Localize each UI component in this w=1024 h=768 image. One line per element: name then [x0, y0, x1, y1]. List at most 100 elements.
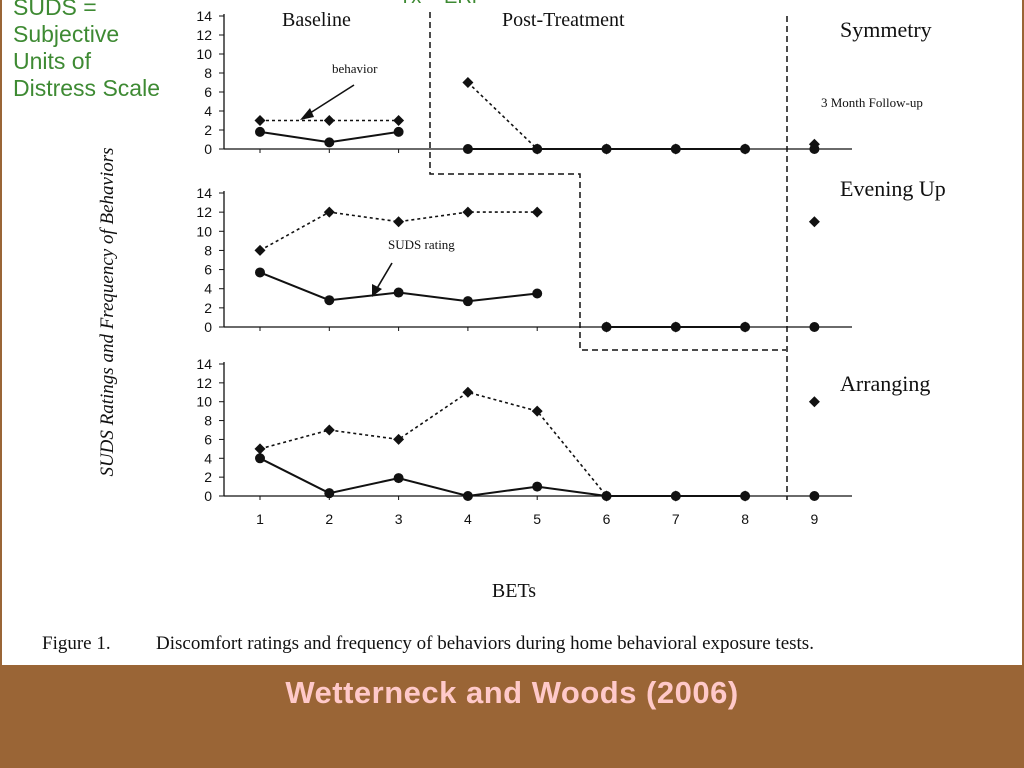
suds-series-line	[259, 457, 746, 498]
suds-point	[462, 296, 473, 307]
behavior-point	[323, 206, 335, 218]
x-tick-label: 3	[395, 511, 403, 527]
annotation-arrow	[375, 262, 393, 291]
behavior-point	[531, 405, 543, 417]
y-tick-label: 14	[196, 356, 212, 372]
suds-point	[601, 144, 612, 154]
y-tick-label: 8	[204, 242, 212, 258]
y-tick-label: 6	[204, 262, 212, 278]
y-tick-label: 4	[204, 103, 212, 119]
x-tick-label: 6	[603, 511, 611, 527]
suds-point	[393, 126, 404, 137]
behavior-series-line	[259, 391, 746, 497]
phase-change-line	[429, 12, 786, 351]
y-tick-label: 0	[204, 319, 212, 335]
treatment-note: Tx = ERP	[399, 0, 485, 8]
y-tick-label: 4	[204, 450, 212, 466]
behavior-point	[254, 443, 266, 455]
behavior-point	[254, 115, 266, 126]
y-tick-label: 8	[204, 65, 212, 81]
suds-point	[670, 491, 681, 501]
suds-point	[740, 322, 751, 332]
x-tick-label: 8	[741, 511, 749, 527]
y-axis-title: SUDS Ratings and Frequency of Behaviors	[97, 147, 118, 476]
suds-point	[255, 453, 265, 464]
behavior-point	[393, 115, 405, 126]
suds-line: Distress Scale	[13, 75, 160, 101]
suds-point	[670, 322, 681, 332]
phase-label-post: Post-Treatment	[502, 9, 625, 31]
annotation-arrowhead	[372, 284, 382, 297]
annotation-suds: SUDS rating	[388, 237, 455, 252]
footer-bar	[0, 665, 1024, 768]
behavior-point	[254, 244, 266, 256]
behavior-point	[462, 386, 474, 398]
suds-point	[740, 491, 751, 501]
suds-point	[809, 144, 820, 154]
y-tick-label: 6	[204, 84, 212, 100]
y-tick-label: 2	[204, 469, 212, 485]
y-tick-label: 0	[204, 141, 212, 157]
y-tick-label: 8	[204, 413, 212, 429]
suds-point	[324, 295, 335, 306]
y-tick-label: 10	[196, 46, 212, 62]
behavior-point	[393, 216, 405, 228]
panel-name: Symmetry	[840, 17, 932, 42]
annotation-arrow	[306, 84, 355, 116]
phase-label-baseline: Baseline	[282, 9, 351, 31]
suds-point	[324, 137, 335, 148]
suds-point	[324, 488, 335, 499]
y-tick-label: 14	[196, 185, 212, 201]
behavior-point	[393, 433, 405, 445]
multiple-baseline-chart: 0 2 4 6 8 10 12 14 Symmetry 0 2 4 6 8 10 12 14 Evening Up…	[42, 8, 946, 654]
x-axis-title: BETs	[492, 580, 536, 602]
suds-point	[462, 144, 473, 154]
figure-caption: Discomfort ratings and frequency of beha…	[156, 633, 814, 654]
suds-point	[532, 481, 543, 492]
behavior-point	[462, 77, 474, 88]
behavior-series-line	[259, 211, 538, 252]
suds-point	[809, 491, 820, 501]
y-tick-label: 6	[204, 431, 212, 447]
suds-point	[809, 322, 820, 332]
annotation-behavior: behavior	[332, 61, 378, 76]
suds-definition-note: SUDS = Subjective Units of Distress Scal…	[13, 0, 160, 102]
x-tick-label: 5	[533, 511, 541, 527]
y-tick-label: 10	[196, 223, 212, 239]
y-tick-label: 2	[204, 300, 212, 316]
behavior-point	[323, 424, 335, 436]
figure-caption-label: Figure 1.	[42, 633, 111, 654]
behavior-series-line	[467, 81, 746, 150]
suds-point	[601, 491, 612, 501]
suds-point	[601, 322, 612, 332]
x-tick-label: 9	[811, 511, 819, 527]
y-tick-label: 4	[204, 281, 212, 297]
suds-point	[393, 287, 404, 298]
behavior-point	[462, 206, 474, 218]
behavior-point	[323, 115, 335, 126]
x-tick-label: 4	[464, 511, 472, 527]
footer-title: Wetterneck and Woods (2006)	[285, 675, 739, 710]
y-tick-label: 14	[196, 8, 212, 24]
annotation-arrowhead	[300, 108, 314, 120]
behavior-point	[808, 396, 820, 408]
y-tick-label: 12	[196, 375, 212, 391]
suds-point	[740, 144, 751, 154]
y-tick-label: 2	[204, 122, 212, 138]
suds-point	[532, 288, 543, 299]
slide-content: 0 2 4 6 8 10 12 14 Symmetry 0 2 4 6 8 10 12 14 Evening Up…	[0, 0, 1024, 665]
x-tick-label: 7	[672, 511, 680, 527]
panel-name: Arranging	[840, 371, 930, 396]
behavior-point	[808, 216, 820, 228]
suds-point	[462, 491, 473, 501]
suds-line: Subjective	[13, 21, 120, 47]
y-tick-label: 10	[196, 394, 212, 410]
phase-label-followup: 3 Month Follow-up	[821, 95, 923, 110]
panel-name: Evening Up	[840, 176, 946, 201]
y-tick-label: 12	[196, 204, 212, 220]
y-tick-label: 0	[204, 488, 212, 504]
suds-point	[255, 267, 265, 278]
suds-point	[393, 473, 404, 484]
suds-point	[532, 144, 543, 154]
behavior-point	[531, 206, 543, 218]
